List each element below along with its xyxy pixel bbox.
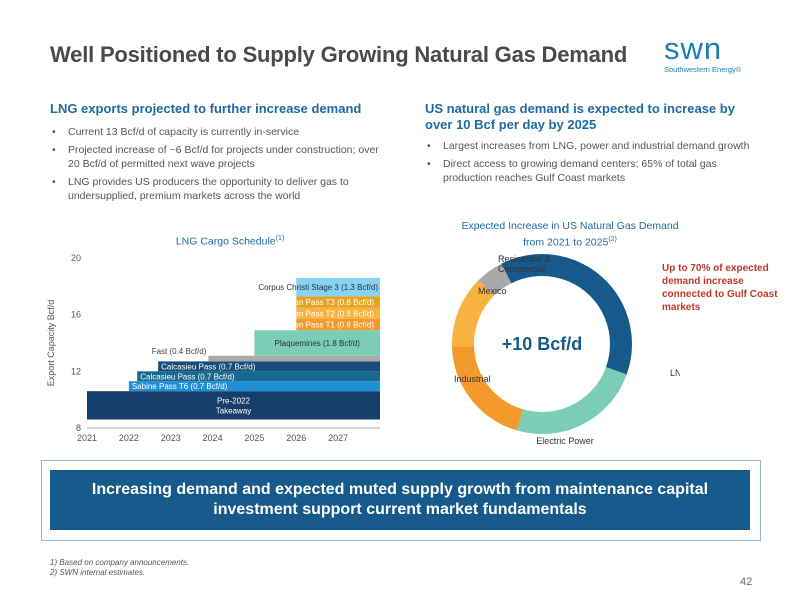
cargo-layer-3 bbox=[158, 361, 380, 372]
x-tick-label: 2027 bbox=[328, 433, 348, 443]
cargo-layer-label: Fast (0.4 Bcf/d) bbox=[152, 347, 207, 356]
donut-slice-label: LNG bbox=[670, 368, 680, 378]
left-bullet: Current 13 Bcf/d of capacity is currentl… bbox=[50, 125, 380, 139]
company-logo: swn Southwestern Energy® bbox=[664, 31, 764, 74]
y-tick-label: 20 bbox=[71, 253, 81, 263]
cargo-layer-label: Golden Pass T3 (0.8 Bcf/d) bbox=[278, 298, 375, 307]
cargo-layer-0 bbox=[87, 391, 380, 420]
cargo-layer-label: Golden Pass T1 (0.8 Bcf/d) bbox=[278, 321, 375, 330]
left-bullet: LNG provides US producers the opportunit… bbox=[50, 175, 380, 203]
cargo-chart-title-text: LNG Cargo Schedule bbox=[175, 235, 276, 248]
donut-slice-label: Industrial bbox=[454, 374, 491, 384]
donut-chart-title: Expected Increase in US Natural Gas Dema… bbox=[420, 220, 720, 250]
page-number: 42 bbox=[740, 576, 753, 588]
page-title: Well Positioned to Supply Growing Natura… bbox=[50, 42, 628, 67]
donut-slice-label: Electric Power bbox=[536, 436, 594, 446]
summary-banner: Increasing demand and expected muted sup… bbox=[50, 470, 750, 530]
donut-slice-3 bbox=[452, 254, 632, 434]
summary-banner-text: Increasing demand and expected muted sup… bbox=[91, 481, 709, 518]
cargo-layer-label: Plaquemines (1.8 Bcf/d) bbox=[275, 339, 361, 348]
cargo-layer-label: Sabine Pass T6 (0.7 Bcf/d) bbox=[132, 382, 228, 391]
cargo-layer-7 bbox=[296, 307, 380, 319]
cargo-layer-label: Golden Pass T2 (0.8 Bcf/d) bbox=[278, 309, 375, 318]
x-tick-label: 2021 bbox=[77, 433, 97, 443]
right-bullet: Direct access to growing demand centers;… bbox=[425, 157, 765, 185]
cargo-layer-4 bbox=[208, 355, 380, 362]
left-bullet-list: Current 13 Bcf/d of capacity is currentl… bbox=[50, 125, 380, 207]
donut-chart-title-footnote: (2) bbox=[608, 236, 617, 243]
cargo-layer-5 bbox=[254, 330, 380, 356]
x-tick-label: 2024 bbox=[203, 433, 223, 443]
logo-wordmark: swn bbox=[664, 31, 723, 66]
donut-ring bbox=[452, 254, 632, 434]
x-tick-label: 2023 bbox=[161, 433, 181, 443]
y-axis-label: Export Capacity Bcf/d bbox=[46, 300, 56, 387]
donut-slice-1 bbox=[452, 254, 632, 434]
banner-frame bbox=[41, 460, 761, 541]
x-tick-label: 2025 bbox=[244, 433, 264, 443]
cargo-layer-9 bbox=[296, 277, 380, 297]
donut-center-label: +10 Bcf/d bbox=[502, 334, 583, 354]
right-heading: US natural gas demand is expected to inc… bbox=[425, 101, 735, 132]
donut-slice-label: Commercial bbox=[498, 264, 546, 274]
donut-slice-label: Resicential & bbox=[498, 254, 551, 264]
cargo-chart-title-footnote: (1) bbox=[275, 235, 285, 242]
y-tick-label: 12 bbox=[71, 366, 81, 376]
right-bullet-list: Largest increases from LNG, power and in… bbox=[425, 139, 765, 189]
y-tick-label: 16 bbox=[71, 310, 81, 320]
cargo-layer-label: Calcasieu Pass (0.7 Bcf/d) bbox=[161, 362, 256, 371]
cargo-layer-2 bbox=[137, 371, 380, 382]
cargo-layer-1 bbox=[128, 381, 380, 392]
y-tick-label: 8 bbox=[76, 423, 81, 433]
cargo-layer-label: Calcasieu Pass (0.7 Bcf/d) bbox=[140, 372, 235, 381]
x-tick-label: 2026 bbox=[286, 433, 306, 443]
right-bullet: Largest increases from LNG, power and in… bbox=[425, 139, 765, 153]
donut-chart-title-line2: from 2021 to 2025 bbox=[523, 236, 609, 249]
lng-cargo-chart: 8 12 16 20 2021 2022 2023 2024 2025 2026 2027 Expor… bbox=[46, 253, 380, 443]
cargo-layer-label: Corpus Christi Stage 3 (1.3 Bcf/d) bbox=[258, 283, 378, 292]
left-bullet: Projected increase of ~6 Bcf/d for proje… bbox=[50, 143, 380, 171]
footnote-1: 1) Based on company announcements. bbox=[50, 558, 190, 567]
x-tick-label: 2022 bbox=[119, 433, 139, 443]
cargo-layer-6 bbox=[296, 318, 380, 331]
footnote-2: 2) SWN internal estimates. bbox=[50, 568, 146, 577]
cargo-layer-label: Pre-2022 bbox=[217, 396, 250, 405]
logo-tagline: Southwestern Energy® bbox=[664, 65, 742, 74]
cargo-chart-title: LNG Cargo Schedule(1) bbox=[120, 232, 340, 249]
gulf-coast-callout: Up to 70% of expected demand increase co… bbox=[662, 263, 778, 313]
donut-slice-0 bbox=[452, 254, 632, 434]
cargo-layer-label: Takeaway bbox=[216, 406, 252, 415]
demand-donut-chart: LNG Electric Power Industrial Mexico Resicen… bbox=[452, 254, 680, 446]
donut-chart-title-line1: Expected Increase in US Natural Gas Dema… bbox=[461, 220, 679, 232]
footnotes: 1) Based on company announcements. 2) SW… bbox=[50, 558, 189, 578]
donut-slice-label: Mexico bbox=[478, 286, 507, 296]
cargo-layer-8 bbox=[296, 296, 380, 308]
left-heading: LNG exports projected to further increas… bbox=[50, 101, 362, 116]
